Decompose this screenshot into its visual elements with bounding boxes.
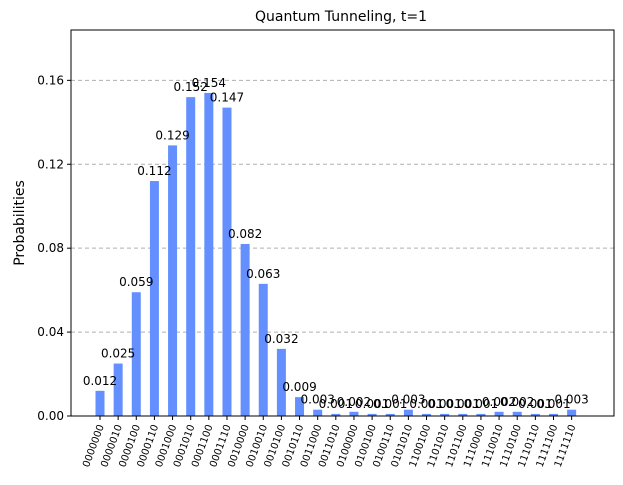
bar-1110000	[476, 413, 486, 416]
bars	[95, 92, 577, 416]
bar-0100110	[385, 413, 395, 416]
y-axis-ticks: 0.00 0.04 0.08 0.12 0.16	[37, 73, 71, 423]
data-label-1110010: 0.002	[482, 395, 516, 409]
chart-title: Quantum Tunneling, t=1	[255, 9, 427, 25]
bar-0010000	[240, 243, 250, 416]
data-label-1110000: 0.001	[464, 397, 498, 411]
data-label-1100100: 0.001	[409, 397, 443, 411]
bar-0100000	[349, 411, 359, 416]
data-label-0001100: 0.154	[192, 76, 226, 90]
data-label-0001000: 0.129	[155, 128, 189, 142]
data-label-1111110: 0.003	[554, 393, 588, 407]
data-label-0010010: 0.063	[246, 267, 280, 281]
data-label-1101100: 0.001	[446, 397, 480, 411]
bar-0000000	[95, 390, 105, 416]
bar-0011010	[331, 413, 341, 416]
bar-0100100	[367, 413, 377, 416]
data-label-0100110: 0.001	[373, 397, 407, 411]
data-label-1110110: 0.001	[518, 397, 552, 411]
data-labels: 0.012 0.025 0.059 0.112 0.129 0.1520.1540.147…	[83, 76, 589, 411]
bar-1111100	[549, 413, 558, 416]
y-tick-label: 0.16	[37, 73, 64, 87]
data-label-1111100: 0.001	[536, 397, 570, 411]
data-label-0000100: 0.059	[119, 275, 153, 289]
y-axis-label: Probabilities	[12, 180, 28, 266]
bar-1110110	[530, 413, 540, 416]
data-label-1101010: 0.001	[427, 397, 461, 411]
x-axis-ticks: 0000000000001000001000000110000100000010…	[81, 416, 578, 469]
y-tick-label: 0.12	[37, 157, 64, 171]
y-tick-label: 0.00	[37, 409, 64, 423]
data-label-0100100: 0.001	[355, 397, 389, 411]
bar-1110010	[494, 411, 504, 416]
data-label-0101010: 0.003	[391, 393, 425, 407]
bar-0000100	[131, 292, 141, 416]
data-label-0000010: 0.025	[101, 347, 135, 361]
data-label-0011000: 0.003	[301, 393, 335, 407]
data-label-0010100: 0.032	[264, 332, 298, 346]
bar-0001110	[222, 107, 232, 416]
bar-0011000	[313, 409, 323, 416]
data-label-0001110: 0.147	[210, 91, 244, 105]
plot-frame	[70, 29, 615, 417]
bar-0101010	[403, 409, 413, 416]
bar-0010010	[258, 283, 268, 416]
bar-0010100	[276, 348, 286, 416]
bar-0001100	[204, 92, 214, 416]
bar-0000010	[113, 363, 123, 416]
data-label-0100000: 0.002	[337, 395, 371, 409]
data-label-0010110: 0.009	[282, 380, 316, 394]
data-label-1110100: 0.002	[500, 395, 534, 409]
y-tick-label: 0.04	[37, 325, 64, 339]
data-label-0011010: 0.001	[319, 397, 353, 411]
bar-0001000	[168, 145, 178, 416]
y-tick-label: 0.08	[37, 241, 64, 255]
data-label-0001010: 0.152	[174, 80, 208, 94]
bar-1100100	[422, 413, 432, 416]
bar-1110100	[512, 411, 522, 416]
bar-1101100	[458, 413, 468, 416]
data-label-0010000: 0.082	[228, 227, 262, 241]
bar-1101010	[440, 413, 450, 416]
bar-0000110	[149, 181, 159, 416]
bar-1111110	[567, 409, 577, 416]
bar-0001010	[186, 97, 196, 416]
data-label-0000110: 0.112	[137, 164, 171, 178]
bar-0010110	[295, 397, 305, 416]
data-label-0000000: 0.012	[83, 374, 117, 388]
